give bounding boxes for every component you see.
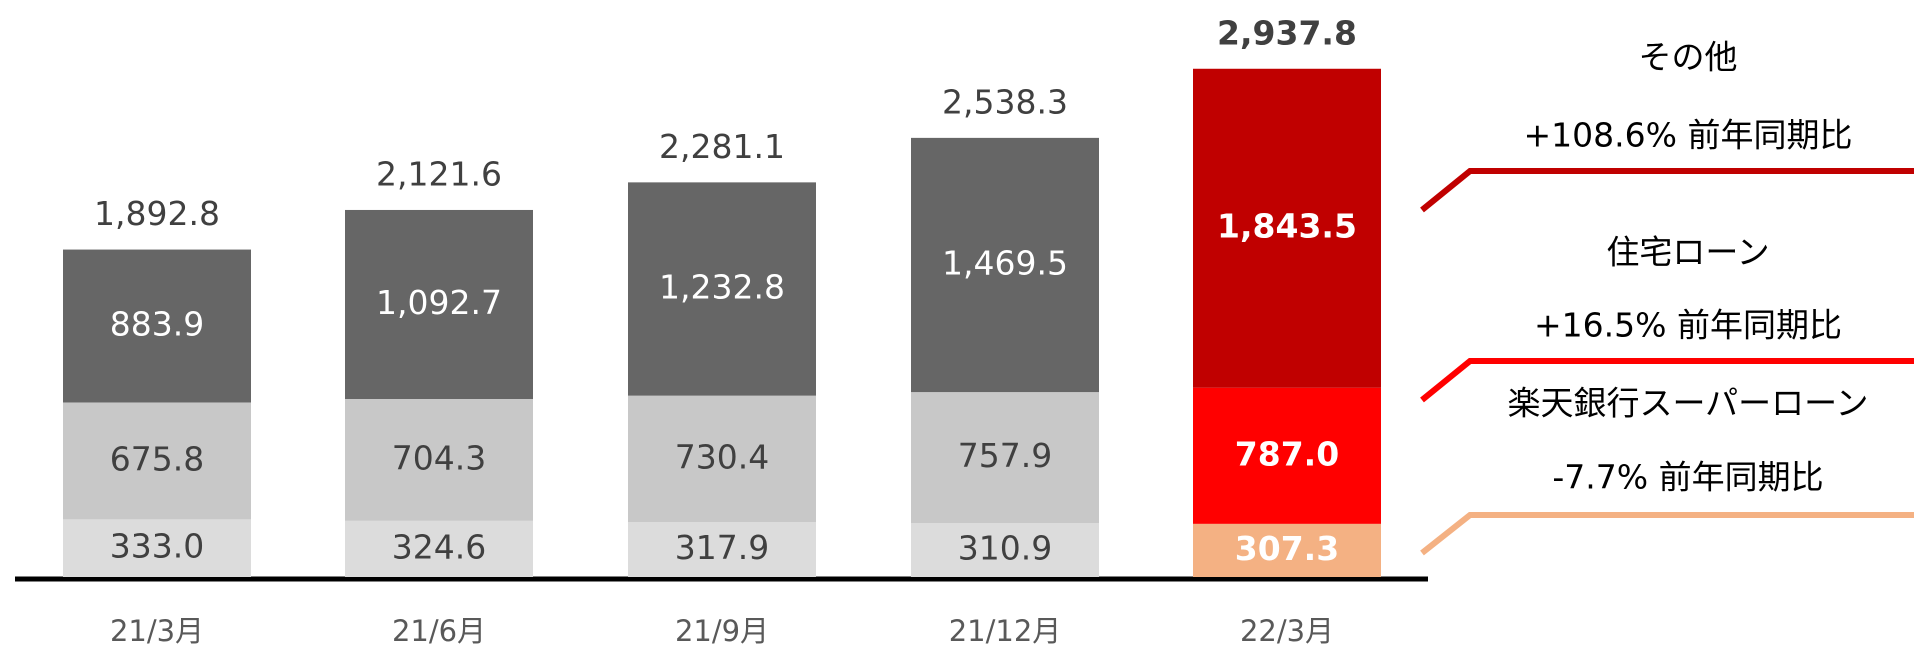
x-tick-label: 21/12月 [949,614,1062,648]
total-label: 2,121.6 [376,154,502,193]
x-tick-label: 22/3月 [1240,614,1334,648]
value-label: 1,092.7 [376,283,502,322]
x-tick-label: 21/9月 [675,614,769,648]
bar-segment [628,182,816,396]
bar-segment [345,520,533,577]
bar-segment [911,392,1099,524]
series-annotation: +16.5% 前年同期比 [1534,306,1842,345]
total-label: 2,937.8 [1217,13,1357,52]
bar-segment [911,523,1099,577]
annotation-line [1420,512,1914,556]
series-annotation: +108.6% 前年同期比 [1524,116,1853,155]
bar-segment [628,395,816,523]
value-label: 333.0 [110,527,204,566]
value-label: 730.4 [675,437,769,476]
total-label: 2,538.3 [942,82,1068,121]
value-label: 317.9 [675,528,769,567]
series-annotation: -7.7% 前年同期比 [1552,458,1823,497]
value-label: 675.8 [110,439,204,478]
bar-segment [345,399,533,521]
value-label: 1,843.5 [1217,207,1357,246]
bar-segment [345,209,533,400]
bar-segment [63,519,251,577]
value-label: 1,232.8 [659,268,785,307]
annotation-line [1420,168,1914,213]
value-label: 324.6 [392,527,486,566]
series-name: 楽天銀行スーパーローン [1507,384,1868,423]
value-label: 310.9 [958,529,1052,568]
value-label: 307.3 [1235,529,1339,568]
series-name: その他 [1639,38,1738,77]
bar-segment [63,249,251,403]
bar-segment [1193,523,1381,577]
value-label: 1,469.5 [942,243,1068,282]
value-label: 757.9 [958,436,1052,475]
value-label: 704.3 [392,438,486,477]
bar-segment [911,137,1099,393]
x-tick-label: 21/6月 [392,614,486,648]
bar-segment [63,402,251,520]
total-label: 2,281.1 [659,127,785,166]
annotation-line [1420,358,1914,403]
bar-segment [1193,387,1381,524]
value-label: 883.9 [110,305,204,344]
value-label: 787.0 [1235,434,1339,473]
series-name: 住宅ローン [1606,233,1769,272]
bar-segment [628,522,816,577]
x-tick-label: 21/3月 [110,614,204,648]
bar-segment [1193,68,1381,388]
total-label: 1,892.8 [94,194,220,233]
